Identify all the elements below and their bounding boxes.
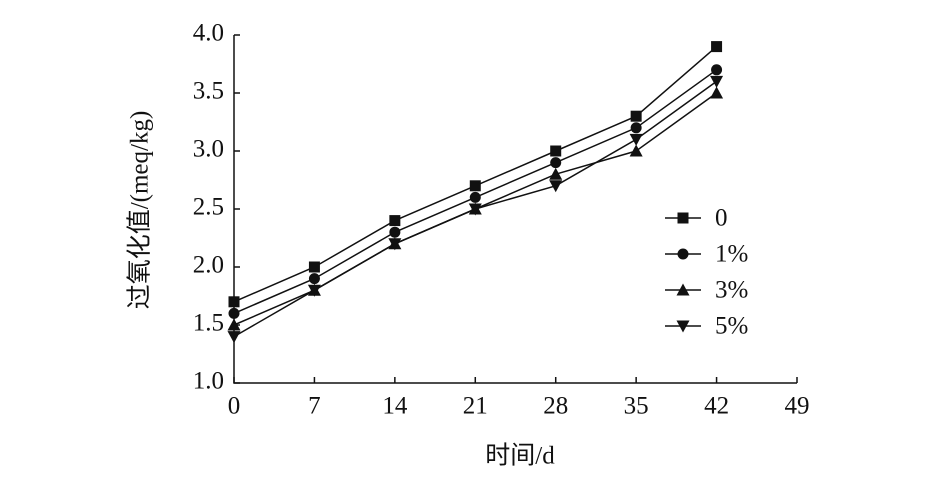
x-axis-title: 时间/d (485, 442, 555, 470)
data-point (227, 318, 241, 331)
data-point (228, 296, 240, 308)
data-point (388, 238, 402, 251)
y-tick-label: 2.0 (193, 252, 224, 279)
data-point (308, 261, 320, 273)
y-tick-label: 1.5 (193, 310, 224, 337)
y-axis-title: 过氧化值/(meq/kg) (126, 111, 154, 310)
y-tick-label: 3.5 (193, 78, 224, 105)
data-point (550, 145, 562, 157)
legend-marker (676, 283, 690, 296)
data-point (710, 86, 724, 99)
data-point (389, 215, 401, 227)
axis-frame (233, 35, 797, 384)
data-point (227, 331, 241, 344)
x-tick-label: 28 (543, 393, 568, 420)
data-point (389, 226, 401, 238)
data-point (307, 284, 321, 297)
x-tick-label: 21 (463, 393, 488, 420)
data-point (308, 273, 320, 285)
x-tick-label: 35 (624, 393, 649, 420)
x-tick-label: 7 (308, 393, 321, 420)
x-tick-label: 42 (704, 393, 729, 420)
x-tick-label: 14 (382, 393, 408, 420)
series-line (233, 69, 718, 315)
data-point (469, 180, 481, 192)
legend-label: 3% (715, 277, 748, 304)
data-point (549, 180, 563, 193)
data-point (468, 203, 482, 216)
data-point (711, 41, 723, 53)
data-point (630, 110, 642, 122)
legend-label: 5% (715, 313, 748, 340)
x-tick-label: 0 (228, 393, 241, 420)
y-tick-label: 1.0 (193, 368, 224, 395)
series-line (233, 46, 718, 303)
legend-marker (676, 320, 690, 333)
legend-marker (677, 212, 689, 224)
data-point (710, 75, 724, 88)
data-point (711, 64, 723, 76)
x-tick-label: 49 (785, 393, 810, 420)
legend-label: 1% (715, 241, 748, 268)
y-tick-label: 2.5 (193, 194, 224, 221)
data-point (549, 167, 563, 180)
y-tick-label: 3.0 (193, 136, 224, 163)
data-point (469, 191, 481, 203)
data-point (629, 133, 643, 146)
data-point (550, 157, 562, 169)
data-point (629, 144, 643, 157)
y-tick-label: 4.0 (193, 20, 224, 47)
data-point (228, 307, 240, 319)
legend-marker (677, 248, 689, 260)
legend-label: 0 (715, 205, 728, 232)
data-point (630, 122, 642, 134)
